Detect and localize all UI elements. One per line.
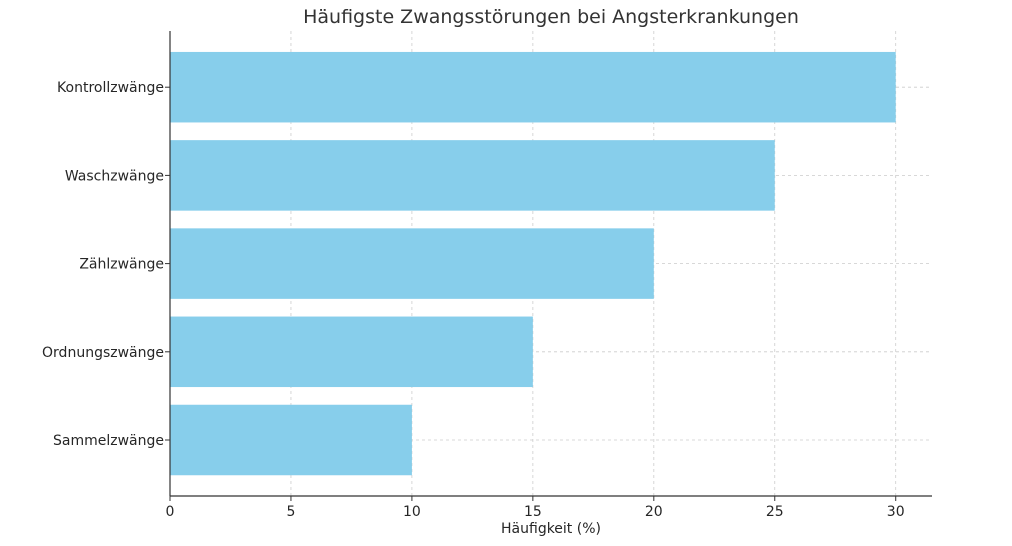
x-tick-label: 0 bbox=[166, 504, 175, 520]
y-tick-label: Zählzwänge bbox=[79, 257, 164, 273]
bar-5 bbox=[170, 404, 412, 476]
x-tick-label: 25 bbox=[766, 504, 784, 520]
chart-title: Häufigste Zwangsstörungen bei Angsterkra… bbox=[303, 6, 799, 28]
x-tick-label: 5 bbox=[286, 504, 295, 520]
bar-1 bbox=[170, 51, 896, 123]
y-tick-label: Ordnungszwänge bbox=[42, 345, 164, 361]
y-tick-label: Waschzwänge bbox=[65, 168, 164, 184]
bar-4 bbox=[170, 316, 533, 388]
bar-3 bbox=[170, 228, 654, 299]
x-tick-label: 20 bbox=[645, 504, 663, 520]
ticks: 0 5 10 15 20 25 30 Kontrollzwänge Waschzwänge Zäh… bbox=[42, 80, 905, 520]
bars bbox=[170, 51, 896, 476]
y-tick-label: Kontrollzwänge bbox=[57, 80, 164, 96]
bar-2 bbox=[170, 140, 775, 211]
y-tick-label: Sammelzwänge bbox=[53, 433, 164, 449]
x-axis-label: Häufigkeit (%) bbox=[501, 521, 601, 537]
x-tick-label: 15 bbox=[524, 504, 542, 520]
x-tick-label: 10 bbox=[403, 504, 421, 520]
x-tick-label: 30 bbox=[887, 504, 905, 520]
